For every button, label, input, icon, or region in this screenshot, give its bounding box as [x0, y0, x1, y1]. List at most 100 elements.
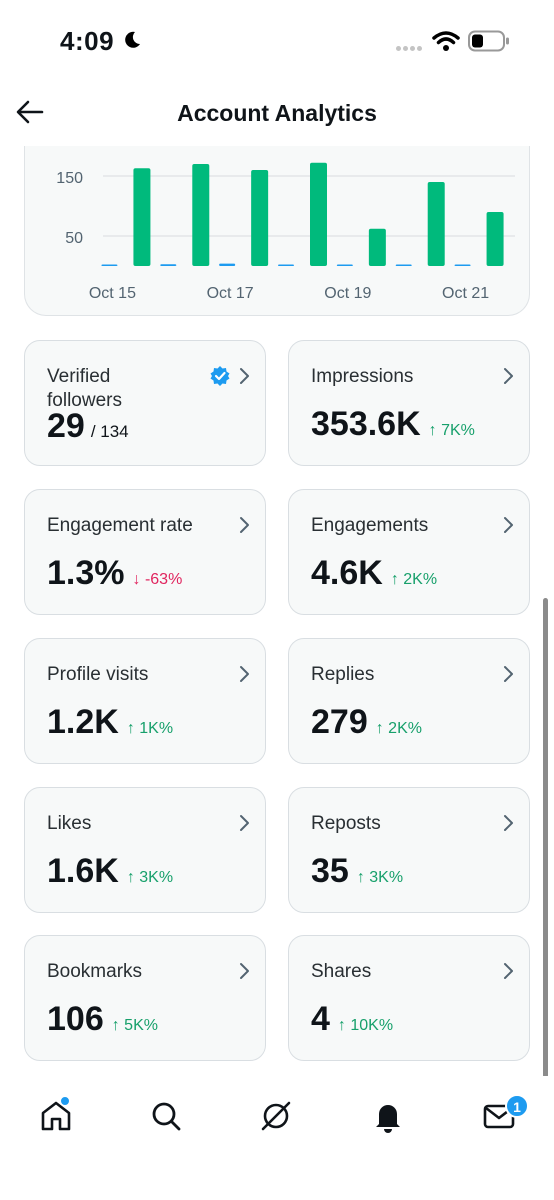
stat-change: ↑ 2K%	[375, 720, 422, 737]
stat-card-impressions[interactable]: Impressions 353.6K ↑ 7K%	[288, 340, 530, 466]
bar-secondary	[278, 264, 294, 266]
signal-icon	[396, 38, 424, 56]
stat-label: Impressions	[311, 366, 414, 387]
stat-card-engagement-rate[interactable]: Engagement rate 1.3% ↓ -63%	[24, 489, 266, 615]
wifi-icon	[432, 31, 460, 51]
x-tick-label: Oct 21	[442, 285, 489, 302]
scrollbar[interactable]	[543, 598, 548, 1078]
stat-change: ↑ 10K%	[337, 1017, 394, 1034]
bar-secondary	[219, 263, 236, 266]
header: Account Analytics	[0, 80, 554, 146]
bar-secondary	[101, 264, 118, 266]
x-tick-label: Oct 15	[89, 285, 136, 302]
chevron-right-icon	[504, 815, 513, 831]
stat-label: Likes	[47, 813, 92, 834]
x-tick-label: Oct 19	[324, 285, 371, 302]
stat-label: Shares	[311, 961, 372, 982]
messages-badge: 1	[505, 1094, 529, 1118]
x-tick-label: Oct 17	[207, 285, 254, 302]
stat-card-replies[interactable]: Replies 279 ↑ 2K%	[288, 638, 530, 764]
back-button[interactable]	[14, 96, 46, 128]
chevron-right-icon	[240, 368, 249, 384]
status-bar: 4:09	[0, 0, 554, 80]
stat-change: ↑ 1K%	[126, 720, 174, 737]
stat-value: 4.6K ↑ 2K%	[311, 554, 437, 593]
stat-value: 1.6K ↑ 3K%	[47, 852, 173, 891]
bar-primary	[310, 162, 327, 266]
stat-number: 29	[47, 407, 85, 445]
chevron-right-icon	[504, 517, 513, 533]
grok-icon[interactable]	[258, 1098, 294, 1134]
stat-value: 106 ↑ 5K%	[47, 1000, 158, 1039]
bar-primary	[427, 182, 445, 266]
verified-badge-icon	[210, 366, 230, 386]
chevron-right-icon	[240, 815, 249, 831]
chevron-right-icon	[240, 517, 249, 533]
chart-card: 150 50 Oct 15 Oct 17 Oct 19 Oct 21	[24, 146, 530, 316]
stat-card-engagements[interactable]: Engagements 4.6K ↑ 2K%	[288, 489, 530, 615]
chevron-right-icon	[240, 963, 249, 979]
stat-number: 279	[311, 703, 368, 741]
impressions-bar-chart: 150 50 Oct 15 Oct 17 Oct 19 Oct 21	[56, 162, 515, 302]
stat-label: Replies	[311, 664, 375, 685]
stat-number: 1.6K	[47, 852, 119, 890]
stat-change: ↑ 2K%	[390, 571, 438, 588]
bar-secondary	[160, 264, 177, 266]
stat-card-shares[interactable]: Shares 4 ↑ 10K%	[288, 935, 530, 1061]
bar-secondary	[336, 264, 353, 266]
bar-secondary	[395, 264, 412, 266]
stat-card-bookmarks[interactable]: Bookmarks 106 ↑ 5K%	[24, 935, 266, 1061]
stat-label: Engagements	[311, 515, 429, 536]
bar-primary	[133, 168, 151, 266]
home-icon[interactable]	[38, 1098, 74, 1134]
stat-number: 106	[47, 1000, 104, 1038]
stat-label: Engagement rate	[47, 515, 193, 536]
stat-value: 29 / 134	[47, 407, 129, 446]
stat-number: 1.2K	[47, 703, 119, 741]
bar-primary	[486, 212, 504, 266]
stat-card-verified-followers[interactable]: Verified followers 29 / 134	[24, 340, 266, 466]
stat-number: 1.3%	[47, 554, 125, 592]
stat-value: 353.6K ↑ 7K%	[311, 405, 475, 444]
notifications-icon[interactable]	[370, 1098, 406, 1134]
search-icon[interactable]	[148, 1098, 184, 1134]
stat-number: 35	[311, 852, 349, 890]
bar-primary	[251, 170, 269, 266]
stat-change: ↑ 3K%	[356, 869, 404, 886]
stat-number: 4	[311, 1000, 330, 1038]
home-unread-dot	[60, 1096, 70, 1106]
chevron-right-icon	[504, 368, 513, 384]
stat-change: ↑ 3K%	[126, 869, 174, 886]
bar-primary	[192, 164, 210, 266]
stat-label: Profile visits	[47, 664, 149, 685]
stat-card-profile-visits[interactable]: Profile visits 1.2K ↑ 1K%	[24, 638, 266, 764]
stat-total: / 134	[90, 422, 129, 441]
moon-icon	[125, 31, 140, 48]
stat-label: Verified followers	[47, 366, 122, 411]
stat-value: 1.2K ↑ 1K%	[47, 703, 173, 742]
chevron-right-icon	[504, 666, 513, 682]
chevron-right-icon	[240, 666, 249, 682]
stat-value: 1.3% ↓ -63%	[47, 554, 182, 593]
stat-value: 35 ↑ 3K%	[311, 852, 403, 891]
stat-label: Bookmarks	[47, 961, 143, 982]
status-time: 4:09	[60, 26, 115, 56]
y-tick-label: 150	[56, 170, 83, 187]
chevron-right-icon	[504, 963, 513, 979]
tab-bar	[0, 1076, 554, 1200]
stat-change: ↓ -63%	[132, 571, 183, 588]
stat-value: 279 ↑ 2K%	[311, 703, 422, 742]
stat-change: ↑ 7K%	[428, 422, 475, 439]
page-title: Account Analytics	[177, 100, 377, 126]
battery-icon	[468, 30, 509, 52]
stat-card-likes[interactable]: Likes 1.6K ↑ 3K%	[24, 787, 266, 913]
stat-number: 353.6K	[311, 405, 421, 443]
stat-label: Reposts	[311, 813, 381, 834]
stat-card-reposts[interactable]: Reposts 35 ↑ 3K%	[288, 787, 530, 913]
y-tick-label: 50	[65, 230, 83, 247]
stat-change: ↑ 5K%	[111, 1017, 158, 1034]
stat-number: 4.6K	[311, 554, 383, 592]
bar-secondary	[454, 264, 471, 266]
stat-value: 4 ↑ 10K%	[311, 1000, 393, 1039]
bar-primary	[368, 228, 386, 266]
